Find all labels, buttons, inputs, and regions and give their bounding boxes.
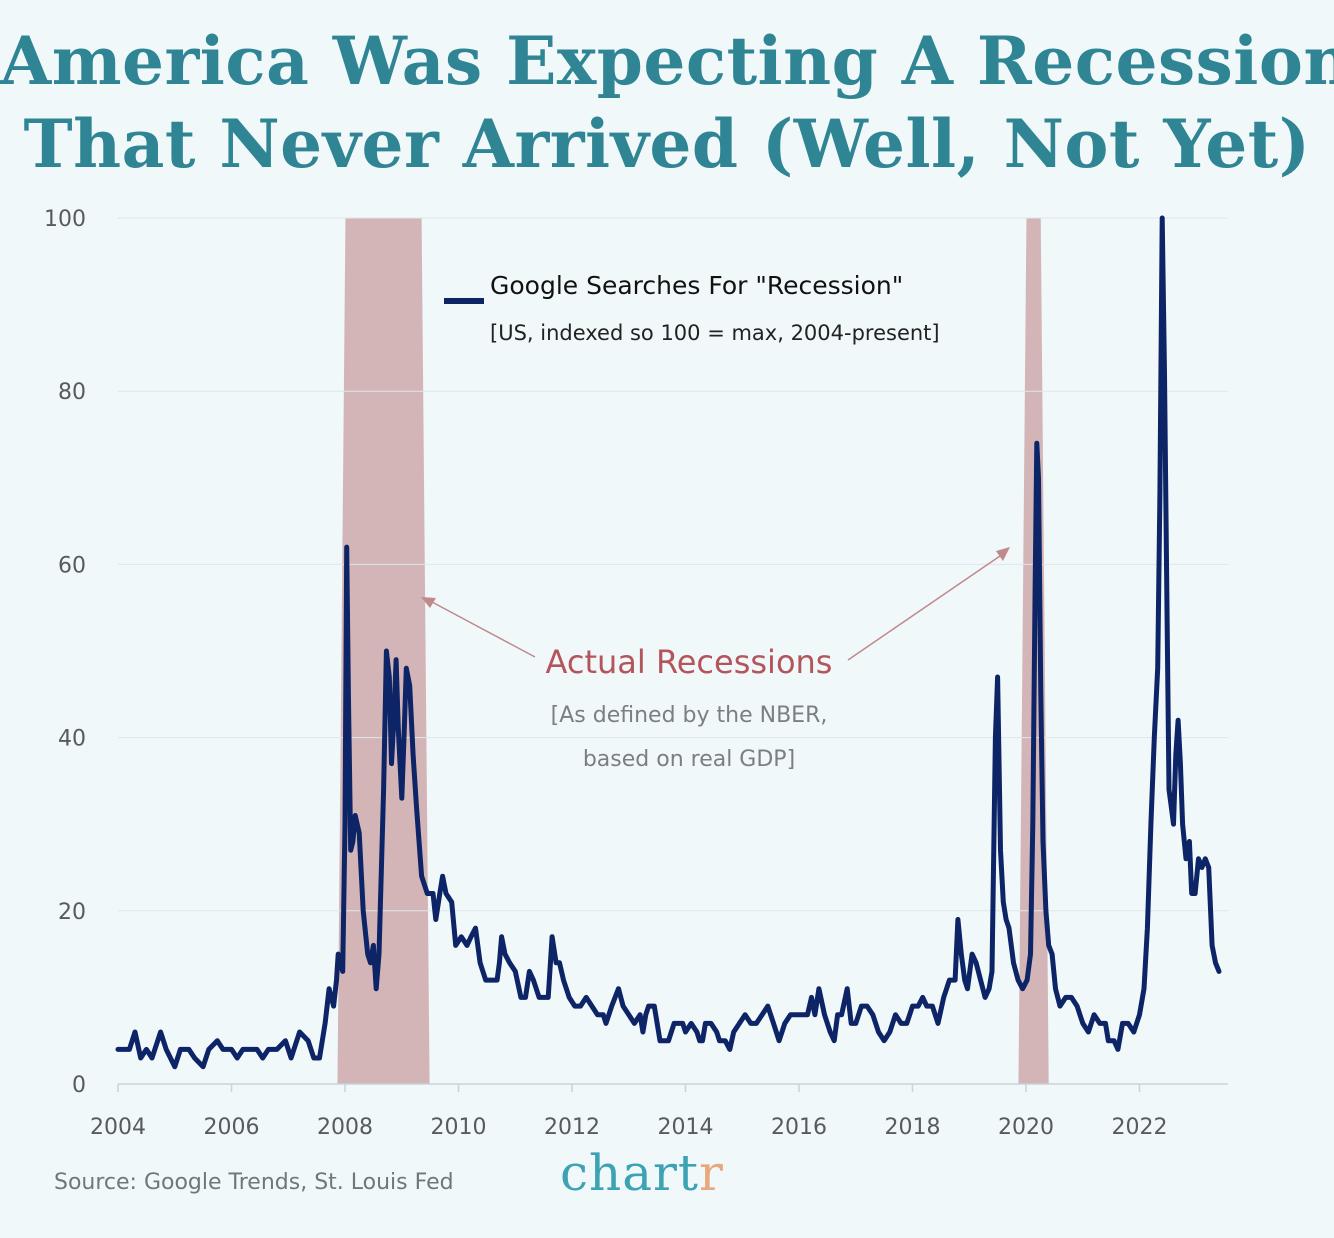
logo-text: chart <box>560 1144 700 1202</box>
logo-accent: r <box>699 1144 724 1202</box>
annotation: Actual Recessions [As defined by the NBE… <box>421 547 1010 772</box>
source-note: Source: Google Trends, St. Louis Fed <box>54 1170 454 1195</box>
annotation-arrow-right <box>847 555 1001 661</box>
annotation-arrow-left <box>431 601 536 658</box>
y-tick-label: 80 <box>58 380 86 405</box>
y-tick-label: 0 <box>72 1073 86 1098</box>
x-tick-label: 2004 <box>90 1115 146 1140</box>
y-tick-label: 60 <box>58 553 86 578</box>
x-tick-label: 2022 <box>1112 1115 1168 1140</box>
series-line-recession-searches <box>115 215 1222 1070</box>
x-tick-label: 2014 <box>658 1115 714 1140</box>
legend-sublabel: [US, indexed so 100 = max, 2004-present] <box>490 321 940 345</box>
annotation-note-line-2: based on real GDP] <box>583 747 795 772</box>
y-tick-label: 40 <box>58 727 86 752</box>
series-group <box>115 215 1222 1070</box>
annotation-note-line-1: [As defined by the NBER, <box>551 703 828 728</box>
x-tick-label: 2008 <box>317 1115 373 1140</box>
legend: Google Searches For "Recession" [US, ind… <box>444 271 940 345</box>
y-tick-label: 20 <box>58 900 86 925</box>
y-tick-label: 100 <box>44 207 86 232</box>
annotation-arrowhead-left <box>421 597 436 608</box>
legend-label: Google Searches For "Recession" <box>490 271 903 300</box>
recession-band-1 <box>337 218 430 1084</box>
x-tick-label: 2006 <box>204 1115 260 1140</box>
annotation-arrowhead-right <box>996 547 1010 561</box>
x-tick-label: 2016 <box>771 1115 827 1140</box>
x-tick-label: 2012 <box>544 1115 600 1140</box>
chart-title-line-1: America Was Expecting A Recession <box>0 22 1334 100</box>
x-tick-label: 2018 <box>885 1115 941 1140</box>
x-tick-label: 2020 <box>998 1115 1054 1140</box>
annotation-label: Actual Recessions <box>546 643 833 681</box>
chartr-logo: chartr <box>560 1144 724 1202</box>
x-tick-label: 2010 <box>431 1115 487 1140</box>
chart-title-line-2: That Never Arrived (Well, Not Yet) <box>23 105 1311 183</box>
axes: 0 20 40 60 80 100 2004 2006 2008 2010 2012 2014 2016… <box>44 207 1228 1140</box>
